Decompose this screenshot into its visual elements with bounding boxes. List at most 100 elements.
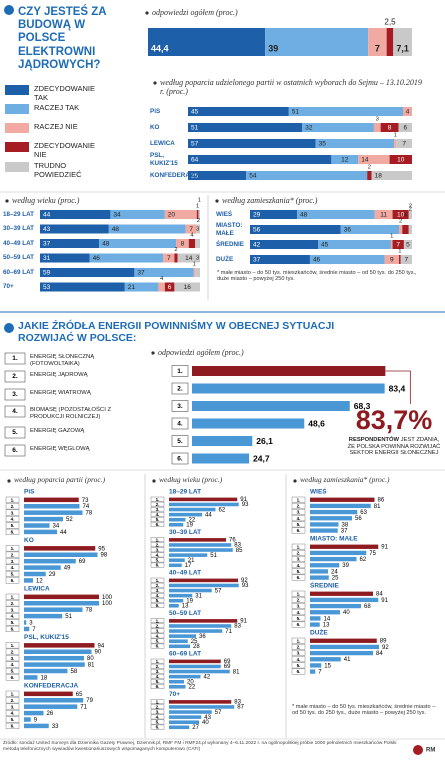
value-label: 9 <box>34 717 38 723</box>
category-box <box>171 400 189 412</box>
value-label: 53 <box>43 284 51 291</box>
category-label: 3. <box>297 557 301 562</box>
title: CZY JESTEŚ ZA BUDOWĄ W POLSCE ELEKTROWNI… <box>18 6 107 71</box>
subtitle: odpowiedzi ogółem (proc.) <box>158 348 244 357</box>
logo-icon <box>413 745 423 755</box>
category-box <box>150 623 165 629</box>
category-label: 6. <box>177 456 183 463</box>
value-label: 81 <box>374 504 381 510</box>
bar <box>24 698 84 703</box>
category-label: 2. <box>177 386 183 393</box>
value-label: 24,7 <box>253 453 270 463</box>
value-label: 10 <box>397 212 405 219</box>
icon <box>4 323 14 333</box>
value-label: 57 <box>215 710 222 716</box>
value-label: 46 <box>93 255 101 262</box>
bar-segment <box>196 224 200 234</box>
bar-segment <box>158 282 165 292</box>
category-label: 3. <box>297 604 301 609</box>
legend-swatch <box>5 104 29 114</box>
value-label: 83 <box>234 624 241 630</box>
legend-swatch <box>5 85 29 95</box>
category-box <box>291 527 306 534</box>
category-box <box>5 551 20 558</box>
note: * małe miasto – do 50 tys. mieszkańców, … <box>292 704 436 717</box>
category-label: 4. <box>297 563 301 568</box>
category-label: 1. <box>156 699 160 704</box>
category-box <box>5 642 20 649</box>
category-label: 3. <box>156 709 160 714</box>
category-label: 3. <box>11 656 15 661</box>
category-label: 3. <box>156 669 160 674</box>
bar <box>24 607 83 612</box>
category-box <box>150 593 165 598</box>
category-box <box>150 517 165 522</box>
bar-segment <box>331 155 359 164</box>
bar <box>24 594 99 600</box>
value-label: 83 <box>234 543 241 549</box>
category-label: 6. <box>297 528 301 533</box>
bar <box>310 616 321 621</box>
value-label: 8 <box>181 241 185 248</box>
legend-label: RACZEJ NIE <box>34 122 78 131</box>
category-description: ENERGIĘ GAZOWĄ <box>30 428 85 434</box>
bar-segment <box>399 255 401 264</box>
category-box <box>291 643 306 650</box>
category-box <box>5 648 20 655</box>
bar-segment <box>188 107 289 116</box>
bar <box>24 691 73 697</box>
category-label: 3. <box>156 588 160 593</box>
value-label: 80 <box>87 656 94 662</box>
bar-segment <box>89 253 164 263</box>
category-box <box>150 557 165 563</box>
category-box <box>150 582 165 588</box>
category-box <box>150 709 165 715</box>
category-description: ENERGIĘ WĘGLOWĄ <box>30 446 90 452</box>
value-label: 17 <box>185 563 192 569</box>
bar <box>169 634 196 638</box>
category-label: 3. <box>12 391 18 398</box>
value-label: 78 <box>86 608 93 614</box>
group-label: KO <box>24 537 34 544</box>
value-label: 22 <box>189 685 196 691</box>
bar <box>192 383 385 394</box>
category-description: BIOMASĘ (POZOSTAŁOŚCI Z PRODUKCJI ROLNIC… <box>30 407 112 420</box>
category-label: 6. <box>11 675 15 680</box>
bar <box>169 659 221 664</box>
bar-segment <box>389 155 412 164</box>
bar <box>310 650 373 656</box>
category-box <box>5 564 20 571</box>
category-label: KO <box>150 123 160 131</box>
bullet <box>145 11 149 15</box>
category-box <box>5 722 20 729</box>
category-box <box>5 577 20 584</box>
source: Źródło: sondaż United Surveys dla Dzienn… <box>3 741 397 752</box>
bar <box>169 523 184 527</box>
subtitle: według zamieszkania* (proc.) <box>222 196 318 205</box>
bar <box>24 516 63 522</box>
value-label: 19 <box>186 523 193 529</box>
value-label: 2,5 <box>384 18 396 27</box>
value-label: 38 <box>342 522 349 528</box>
category-label: 5. <box>156 517 160 522</box>
category-label: 2. <box>156 623 160 628</box>
category-label: 6. <box>156 522 160 527</box>
category-box <box>4 370 26 383</box>
bar-segment <box>386 28 394 56</box>
category-label: 6. <box>156 684 160 689</box>
bar-segment <box>380 123 399 132</box>
bar <box>192 436 253 446</box>
connector <box>385 370 411 404</box>
value-label: 36 <box>199 634 206 640</box>
value-label: 2 <box>174 247 177 253</box>
value-label: 29 <box>49 572 56 578</box>
bar-segment <box>188 123 303 132</box>
category-box <box>5 600 20 607</box>
bar-segment <box>250 210 297 219</box>
category-box <box>171 365 189 377</box>
value-label: 1 <box>193 262 196 268</box>
group-label: 60–69 LAT <box>169 651 201 658</box>
bullet <box>293 479 297 483</box>
legend-swatch <box>5 123 29 133</box>
value-label: 12 <box>36 578 43 584</box>
